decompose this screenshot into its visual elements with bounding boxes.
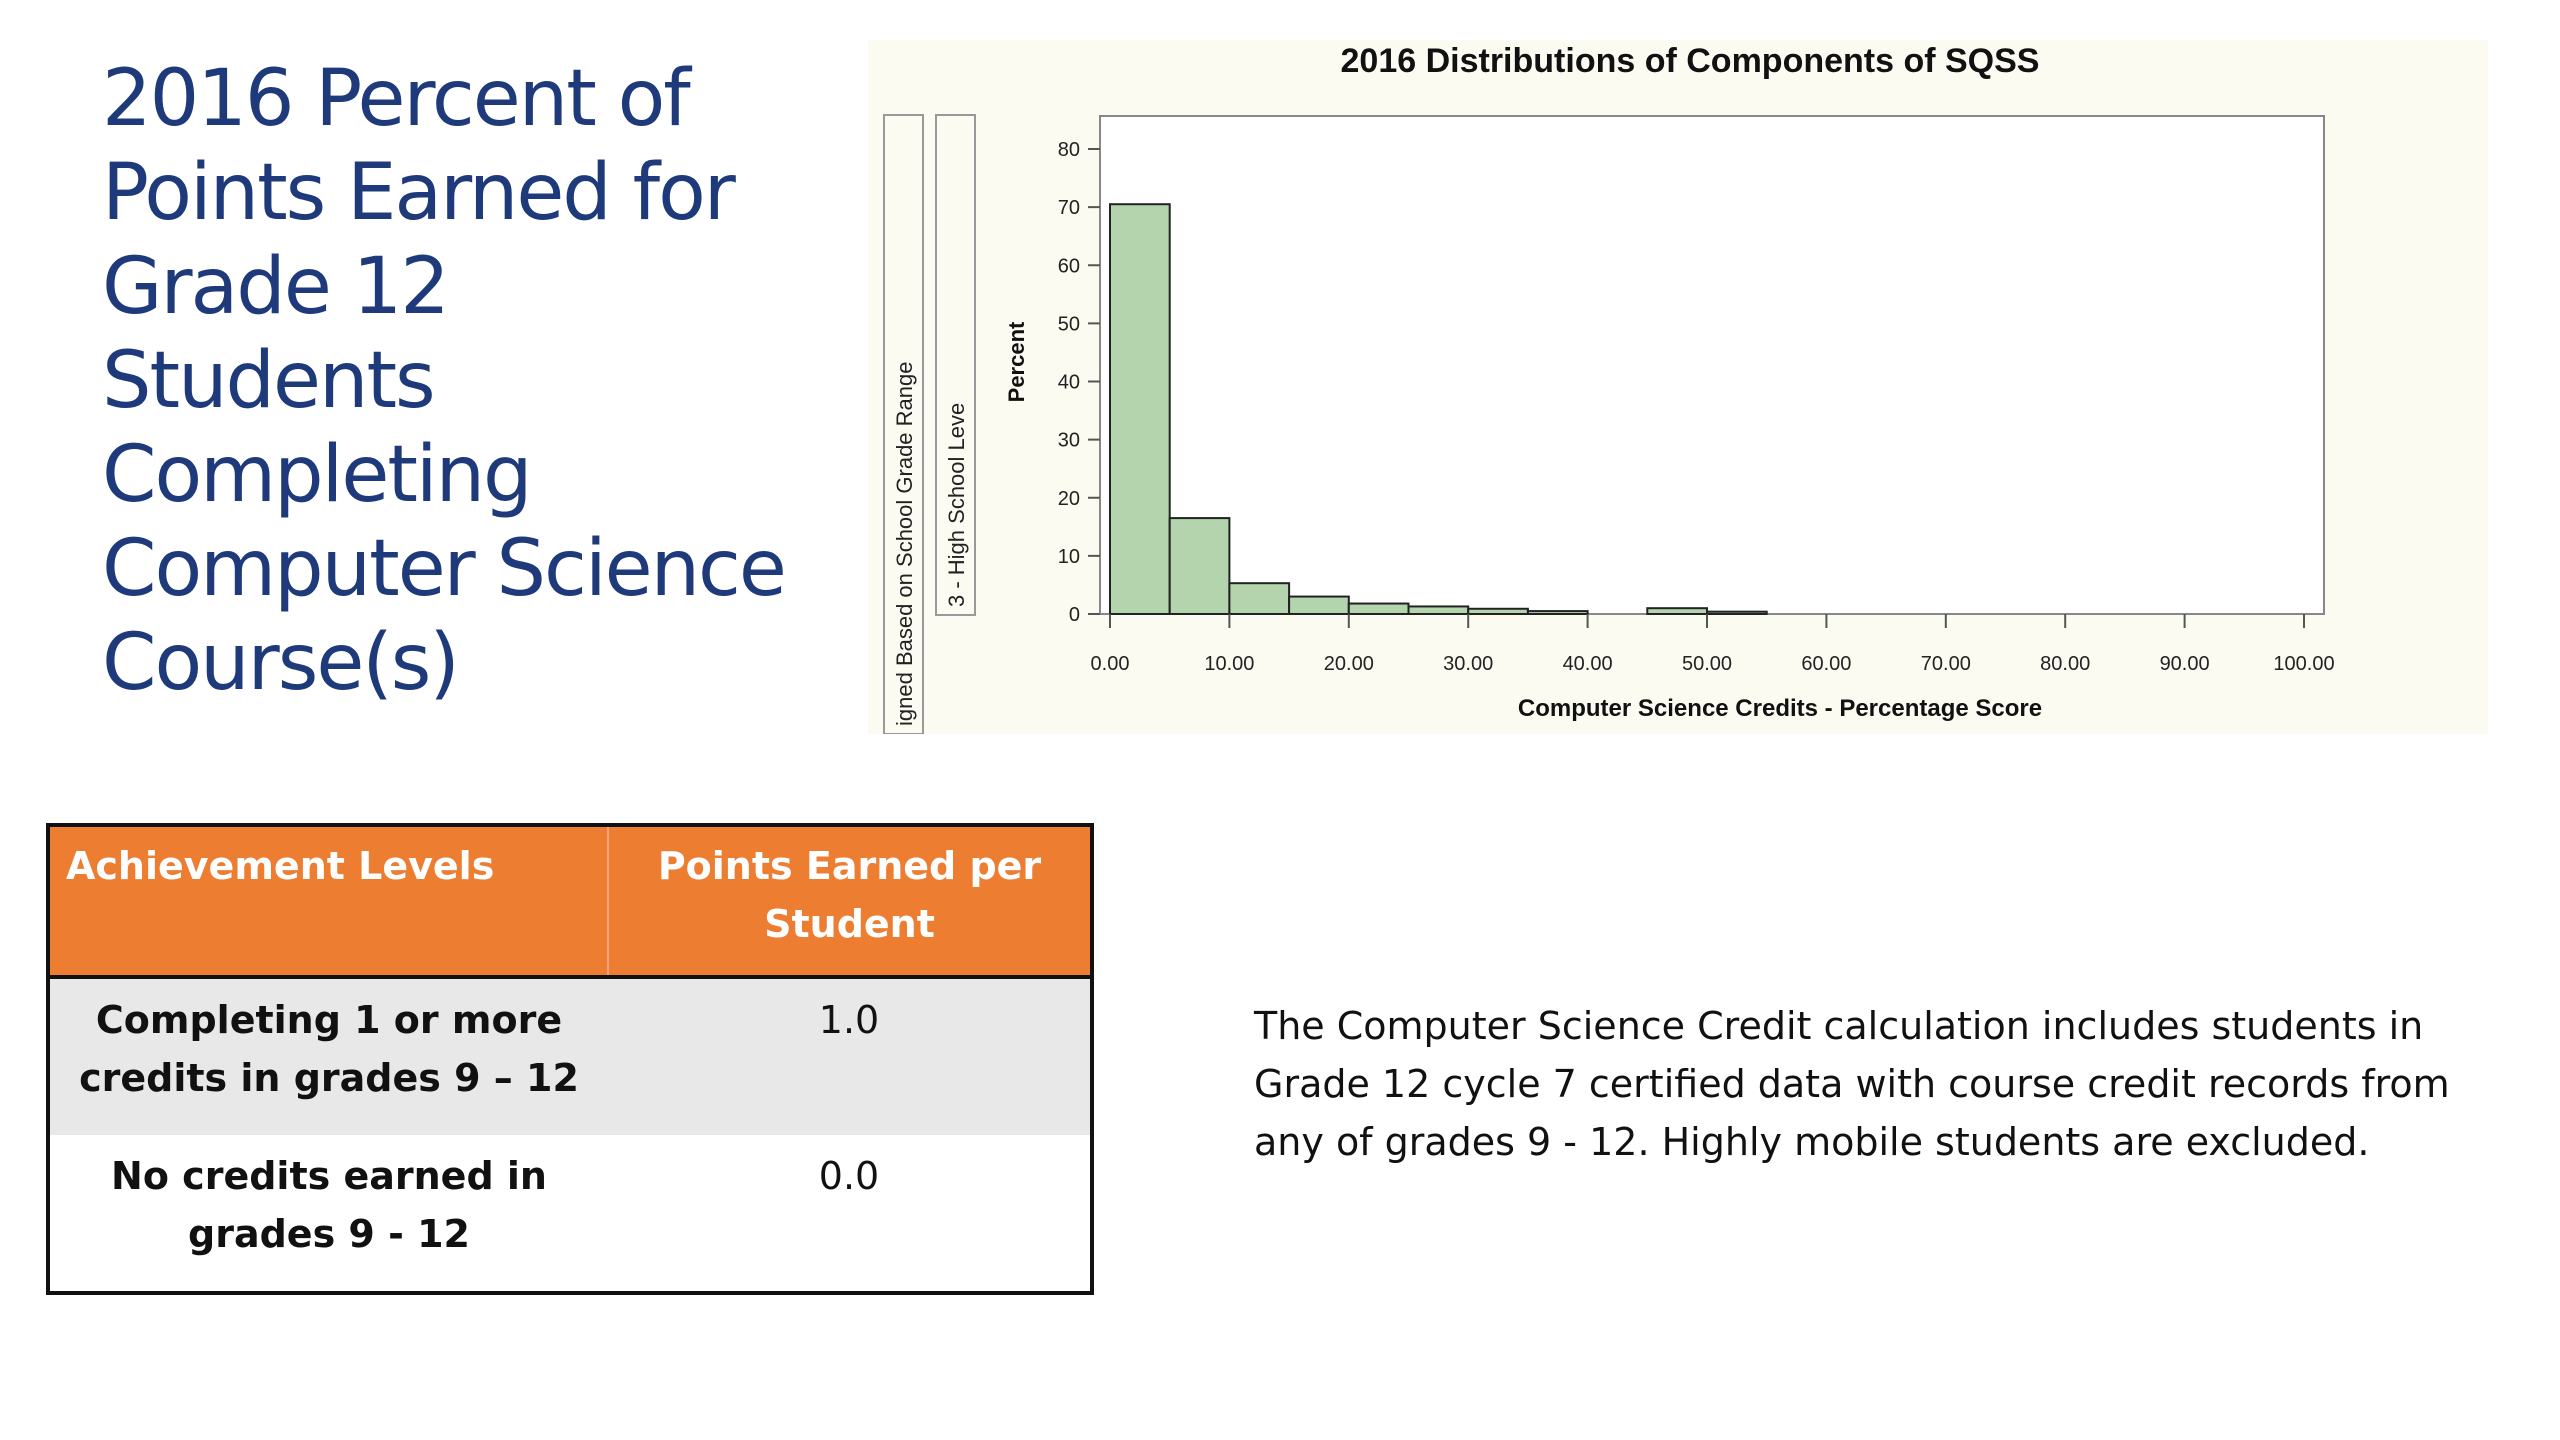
table-row: No credits earned in grades 9 - 12 0.0 bbox=[48, 1135, 1092, 1293]
slide-title: 2016 Percent of Points Earned for Grade … bbox=[102, 54, 787, 708]
histogram-chart: 2016 Distributions of Components of SQSS… bbox=[868, 40, 2488, 734]
y-tick-label: 10 bbox=[1058, 546, 1080, 568]
calculation-note: The Computer Science Credit calculation … bbox=[1254, 1004, 2450, 1164]
x-tick-label: 50.00 bbox=[1682, 653, 1732, 675]
header-achievement-levels: Achievement Levels bbox=[48, 825, 609, 979]
panel-strip-inner bbox=[935, 114, 976, 616]
histogram-bar bbox=[1109, 203, 1171, 615]
y-tick-label: 50 bbox=[1058, 313, 1080, 335]
histogram-bars bbox=[1109, 203, 1768, 615]
histogram-bar bbox=[1706, 610, 1768, 615]
achievement-table: Achievement Levels Points Earned per Stu… bbox=[46, 823, 1094, 1295]
histogram-bar bbox=[1407, 605, 1470, 615]
histogram-bar bbox=[1526, 610, 1589, 615]
x-axis: 0.00 10.00 20.00 30.00 40.00 50.00 60.00 70.00 8… bbox=[1091, 614, 2335, 675]
panel-label: igned Based on School Grade Range bbox=[892, 362, 917, 726]
achievement-level-cell: No credits earned in grades 9 - 12 bbox=[48, 1135, 608, 1293]
y-tick-label: 0 bbox=[1069, 604, 1080, 626]
chart-title: 2016 Distributions of Components of SQSS bbox=[1341, 42, 2040, 80]
histogram-bar bbox=[1646, 607, 1708, 615]
y-tick-label: 20 bbox=[1058, 488, 1080, 510]
x-tick-label: 40.00 bbox=[1563, 653, 1613, 675]
panel-label: 3 - High School Leve bbox=[944, 403, 969, 607]
x-tick-label: 70.00 bbox=[1921, 653, 1971, 675]
x-tick-label: 60.00 bbox=[1801, 653, 1851, 675]
x-tick-label: 30.00 bbox=[1443, 653, 1493, 675]
y-tick-label: 60 bbox=[1058, 255, 1080, 277]
y-axis-label: Percent bbox=[1004, 321, 1029, 402]
points-cell: 0.0 bbox=[608, 1135, 1092, 1293]
points-cell: 1.0 bbox=[608, 977, 1092, 1135]
y-tick-label: 40 bbox=[1058, 372, 1080, 394]
y-tick-label: 70 bbox=[1058, 197, 1080, 219]
achievement-level-cell: Completing 1 or more credits in grades 9… bbox=[48, 977, 608, 1135]
histogram-bar bbox=[1467, 607, 1529, 615]
x-axis-label: Computer Science Credits - Percentage Sc… bbox=[1518, 695, 2042, 722]
histogram-bar bbox=[1347, 602, 1410, 615]
table-row: Completing 1 or more credits in grades 9… bbox=[48, 977, 1092, 1135]
x-tick-label: 100.00 bbox=[2273, 653, 2334, 675]
x-tick-label: 80.00 bbox=[2040, 653, 2090, 675]
histogram-bar bbox=[1168, 517, 1231, 615]
x-tick-label: 0.00 bbox=[1091, 653, 1130, 675]
y-tick-label: 30 bbox=[1058, 430, 1080, 452]
histogram-bar bbox=[1228, 582, 1291, 615]
histogram-bar bbox=[1288, 595, 1350, 615]
panel-strip-outer bbox=[883, 114, 924, 734]
panel-label-strips: igned Based on School Grade Range 3 - Hig… bbox=[883, 114, 976, 734]
x-tick-label: 10.00 bbox=[1204, 653, 1254, 675]
x-tick-label: 20.00 bbox=[1324, 653, 1374, 675]
plot-area-frame bbox=[1099, 115, 2325, 615]
table-header-row: Achievement Levels Points Earned per Stu… bbox=[48, 825, 1092, 979]
x-tick-label: 90.00 bbox=[2160, 653, 2210, 675]
header-points-earned: Points Earned per Student bbox=[608, 825, 1092, 979]
y-axis: 0 10 20 30 40 50 60 70 80 bbox=[1058, 139, 1100, 626]
y-tick-label: 80 bbox=[1058, 139, 1080, 161]
